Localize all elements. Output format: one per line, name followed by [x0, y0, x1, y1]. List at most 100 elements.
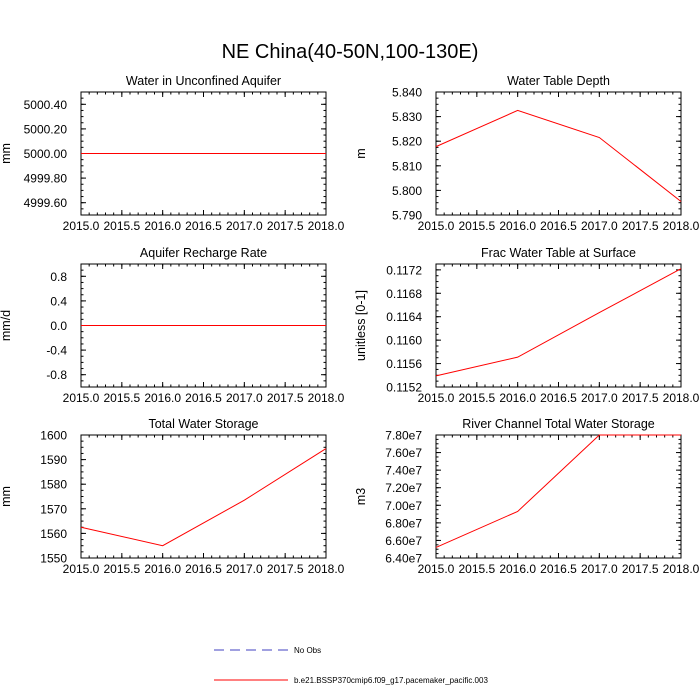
- x-tick-label: 2016.5: [185, 391, 222, 405]
- y-axis-label: m3: [354, 488, 368, 505]
- y-tick-label: 0.1168: [386, 287, 422, 301]
- y-tick-label: 4999.60: [24, 196, 68, 210]
- series-line: [435, 109, 682, 202]
- x-tick-label: 2018.0: [308, 562, 345, 576]
- x-tick-label: 2016.5: [540, 391, 577, 405]
- x-tick-label: 2015.0: [418, 219, 455, 233]
- x-tick-label: 2015.0: [63, 219, 100, 233]
- y-tick-label: 5000.00: [24, 147, 68, 161]
- x-tick-label: 2015.5: [103, 219, 140, 233]
- y-tick-label: 1590: [40, 453, 67, 467]
- x-tick-label: 2017.5: [622, 391, 659, 405]
- x-tick-label: 2017.0: [581, 562, 618, 576]
- x-ticks: 2015.0 2015.5 2016.0 2016.5 2017.0 2017.5 2018…: [63, 92, 345, 233]
- chart-aquifer-recharge-rate: Aquifer Recharge Rate mm/d 2015.0 2015.5 201…: [0, 246, 345, 405]
- x-ticks: 2015.0 2015.5 2016.0 2016.5 2017.0 2017.5 2018…: [418, 264, 700, 405]
- y-tick-label: 0.1172: [386, 263, 422, 277]
- x-tick-label: 2016.5: [185, 562, 222, 576]
- series-line: [435, 434, 681, 548]
- y-tick-label: 0.0: [50, 319, 67, 333]
- y-ticks: 1550 1560 1570 1580 1590 1600: [40, 429, 326, 566]
- y-tick-label: 7.00e7: [385, 499, 422, 513]
- x-tick-label: 2016.0: [144, 219, 181, 233]
- y-tick-label: 5.840: [392, 86, 422, 100]
- y-ticks: 0.1152 0.1156 0.1160 0.1164 0.1168 0.1172: [386, 263, 681, 395]
- x-tick-label: 2017.0: [226, 391, 263, 405]
- legend-label: No Obs: [294, 646, 321, 655]
- chart-title: Aquifer Recharge Rate: [140, 246, 267, 260]
- x-ticks: 2015.0 2015.5 2016.0 2016.5 2017.0 2017.5 2018…: [63, 264, 345, 405]
- y-tick-label: 5000.40: [24, 98, 68, 112]
- legend-item: b.e21.BSSP370cmip6.f09_g17.pacemaker_pac…: [214, 676, 488, 685]
- chart-title: Water Table Depth: [507, 74, 610, 88]
- y-tick-label: 4999.80: [24, 172, 68, 186]
- x-tick-label: 2017.5: [267, 219, 304, 233]
- x-ticks: 2015.0 2015.5 2016.0 2016.5 2017.0 2017.5 2018…: [418, 435, 700, 576]
- y-tick-label: -0.4: [46, 344, 67, 358]
- x-tick-label: 2016.0: [499, 391, 536, 405]
- x-tick-label: 2018.0: [663, 391, 700, 405]
- x-tick-label: 2017.5: [622, 219, 659, 233]
- x-tick-label: 2017.0: [581, 391, 618, 405]
- x-tick-label: 2016.0: [144, 562, 181, 576]
- y-ticks: -0.8 -0.4 0.0 0.4 0.8: [46, 263, 326, 388]
- y-tick-label: 1600: [40, 429, 67, 443]
- y-ticks: 5.790 5.800 5.810 5.820 5.830 5.840: [392, 86, 681, 223]
- y-axis-label: unitless [0-1]: [354, 290, 368, 361]
- x-tick-label: 2015.5: [458, 391, 495, 405]
- x-tick-label: 2015.5: [458, 562, 495, 576]
- x-tick-label: 2017.5: [267, 562, 304, 576]
- series-line: [80, 448, 327, 547]
- x-ticks: 2015.0 2015.5 2016.0 2016.5 2017.0 2017.5 2018…: [63, 435, 345, 576]
- x-tick-label: 2015.0: [418, 562, 455, 576]
- chart-water-table-depth: Water Table Depth m 2015.0 2015.5 2016.0 2016…: [354, 74, 700, 233]
- x-ticks: 2015.0 2015.5 2016.0 2016.5 2017.0 2017.5 2018…: [418, 92, 700, 233]
- y-axis-label: m: [354, 148, 368, 158]
- y-tick-label: 7.60e7: [385, 446, 422, 460]
- x-tick-label: 2018.0: [308, 219, 345, 233]
- y-axis-label: mm: [0, 486, 13, 507]
- chart-title: River Channel Total Water Storage: [462, 417, 655, 431]
- y-tick-label: 5.800: [392, 184, 422, 198]
- x-tick-label: 2018.0: [663, 219, 700, 233]
- x-tick-label: 2016.0: [499, 562, 536, 576]
- y-tick-label: 5.810: [392, 159, 422, 173]
- x-tick-label: 2015.0: [63, 391, 100, 405]
- y-tick-label: -0.8: [46, 368, 67, 382]
- y-tick-label: 1550: [40, 552, 67, 566]
- chart-frac-water-table-at-surface: Frac Water Table at Surface unitless [0-1…: [354, 246, 700, 405]
- chart-river-channel-total-water-storage: River Channel Total Water Storage m3 2015.…: [354, 417, 700, 576]
- legend-label: b.e21.BSSP370cmip6.f09_g17.pacemaker_pac…: [294, 676, 488, 685]
- x-tick-label: 2016.5: [540, 219, 577, 233]
- x-tick-label: 2015.5: [103, 391, 140, 405]
- y-tick-label: 1560: [40, 527, 67, 541]
- chart-title: Total Water Storage: [148, 417, 258, 431]
- y-tick-label: 1570: [40, 502, 67, 516]
- x-tick-label: 2016.0: [144, 391, 181, 405]
- y-tick-label: 6.40e7: [385, 552, 422, 566]
- y-tick-label: 0.4: [50, 294, 67, 308]
- y-tick-label: 0.1152: [386, 381, 422, 395]
- y-tick-label: 7.40e7: [385, 464, 422, 478]
- chart-title: Water in Unconfined Aquifer: [126, 74, 281, 88]
- x-tick-label: 2017.0: [581, 219, 618, 233]
- y-tick-label: 7.20e7: [385, 481, 422, 495]
- chart-water-in-unconfined-aquifer: Water in Unconfined Aquifer mm 2015.0 2015.…: [0, 74, 345, 233]
- figure-title: NE China(40-50N,100-130E): [222, 41, 479, 63]
- y-ticks: 4999.60 4999.80 5000.00 5000.20 5000.40: [24, 91, 326, 216]
- x-tick-label: 2016.0: [499, 219, 536, 233]
- x-tick-label: 2017.0: [226, 562, 263, 576]
- y-tick-label: 0.1156: [386, 357, 422, 371]
- legend: No Obs b.e21.BSSP370cmip6.f09_g17.pacemak…: [214, 646, 488, 685]
- chart-title: Frac Water Table at Surface: [481, 246, 636, 260]
- y-tick-label: 0.8: [50, 270, 67, 284]
- y-tick-label: 1580: [40, 478, 67, 492]
- x-tick-label: 2015.5: [103, 562, 140, 576]
- y-axis-label: mm: [0, 143, 13, 164]
- y-axis-label: mm/d: [0, 310, 13, 341]
- x-tick-label: 2017.0: [226, 219, 263, 233]
- x-tick-label: 2015.0: [63, 562, 100, 576]
